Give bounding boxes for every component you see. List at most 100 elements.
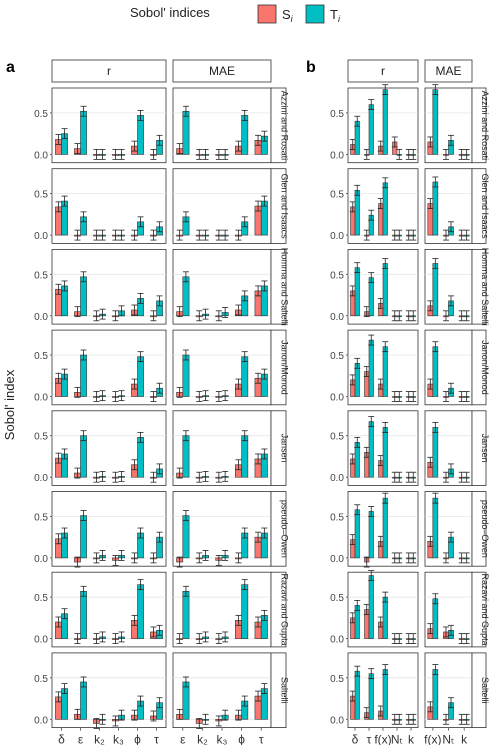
y-tick-label: 0.5 — [330, 270, 344, 281]
legend-ti-label: Ti — [330, 7, 341, 24]
row-strip-label-a: Janon/Monod — [280, 340, 290, 395]
column-strip-label-a_mae: MAE — [209, 64, 235, 78]
bar-ti — [382, 89, 388, 155]
y-tick-label: 0.5 — [330, 190, 344, 201]
bar-ti — [137, 356, 144, 397]
bar-ti — [382, 263, 388, 317]
row-strip-label-a: Azzini and Rosati — [280, 91, 290, 161]
facet-panel — [51, 87, 167, 164]
column-strip-a_mae — [172, 59, 272, 83]
y-tick-label: 0.0 — [34, 715, 48, 726]
column-strip-label-b_r: r — [381, 64, 385, 78]
bar-ti — [80, 435, 87, 478]
y-tick-label: 0.5 — [34, 190, 48, 201]
column-strip-b_r — [347, 59, 419, 83]
row-strip-a — [270, 87, 287, 164]
row-strip-label-a: Homma and Saltelli — [280, 248, 290, 326]
bar-ti — [182, 681, 190, 720]
row-strip-a — [270, 410, 287, 486]
legend-ti-swatch — [305, 4, 325, 24]
column-strip-a_r — [51, 59, 167, 83]
x-tick-label: k — [408, 733, 415, 745]
row-strip-b — [471, 329, 487, 406]
y-tick-label: 0.0 — [34, 635, 48, 646]
bar-ti — [432, 89, 439, 155]
bar-ti — [432, 263, 439, 317]
row-strip-a — [270, 329, 287, 406]
row-strip-label-b: Janon/Monod — [480, 340, 490, 395]
y-tick-label: 0.5 — [330, 674, 344, 685]
row-strip-label-b: Homma and Saltelli — [480, 248, 490, 326]
bar-ti — [241, 584, 249, 639]
facet-panel — [51, 652, 167, 729]
y-tick-label: 0.5 — [34, 351, 48, 362]
y-tick-label: 0.0 — [330, 635, 344, 646]
x-tick-label: f(x) — [374, 733, 391, 745]
bar-ti — [182, 590, 190, 639]
row-strip-b — [471, 652, 487, 729]
y-tick-label: 0.5 — [34, 512, 48, 523]
y-tick-label: 0.0 — [34, 150, 48, 161]
bar-ti — [80, 276, 87, 317]
y-tick-label: 0.0 — [34, 312, 48, 323]
facet-panel — [51, 491, 167, 567]
bar-ti — [182, 354, 190, 397]
y-tick-label: 0.5 — [34, 674, 48, 685]
row-strip-b — [471, 571, 487, 648]
bar-ti — [241, 435, 249, 478]
bar-ti — [382, 596, 388, 639]
x-tick-label: ϕ — [134, 733, 141, 745]
y-tick-label: 0.0 — [330, 554, 344, 565]
x-tick-label: τ — [154, 733, 159, 745]
row-strip-label-b: Razavi and Gupta — [480, 574, 490, 646]
bar-ti — [80, 110, 87, 155]
y-tick-label: 0.0 — [34, 473, 48, 484]
column-strip-label-b_mae: MAE — [435, 64, 461, 78]
legend-title: Sobol' indices — [130, 5, 210, 20]
y-tick-label: 0.0 — [330, 150, 344, 161]
y-tick-label: 0.5 — [330, 512, 344, 523]
row-strip-label-a: pseudo–Owen — [280, 500, 290, 558]
row-strip-a — [270, 491, 287, 567]
y-tick-label: 0.0 — [330, 312, 344, 323]
bar-ti — [432, 427, 439, 478]
x-tick-label: ϕ — [238, 733, 245, 745]
row-strip-label-b: Jansen — [480, 434, 490, 463]
bar-ti — [368, 511, 374, 559]
row-strip-a — [270, 652, 287, 729]
bar-ti — [182, 435, 190, 478]
facet-panel — [51, 168, 167, 244]
bar-ti — [368, 673, 374, 720]
y-axis-label: Sobol' index — [2, 369, 17, 440]
bar-ti — [354, 509, 360, 559]
bar-ti — [368, 421, 374, 478]
bar-ti — [382, 427, 388, 478]
facet-panel — [51, 571, 167, 648]
y-tick-label: 0.0 — [34, 231, 48, 242]
row-strip-b — [471, 491, 487, 567]
x-tick-label: k — [461, 733, 468, 745]
bar-ti — [80, 354, 87, 397]
bar-ti — [80, 681, 87, 720]
legend: Sobol' indices Si Ti — [130, 4, 341, 24]
x-tick-label: k₂ — [197, 733, 208, 745]
bar-ti — [182, 515, 190, 559]
row-strip-label-b: Azzini and Rosati — [480, 91, 490, 161]
legend-si-swatch — [257, 4, 277, 24]
bar-ti — [137, 115, 144, 155]
bar-ti — [241, 115, 249, 155]
x-tick-label: δ — [58, 733, 65, 745]
y-tick-label: 0.5 — [34, 432, 48, 443]
bar-ti — [137, 437, 144, 478]
y-tick-label: 0.0 — [330, 393, 344, 404]
row-strip-b — [471, 87, 487, 164]
column-strip-label-a_r: r — [107, 64, 111, 78]
y-tick-label: 0.5 — [34, 109, 48, 120]
row-strip-label-a: Saltelli — [280, 677, 290, 704]
bar-ti — [368, 104, 374, 155]
bar-ti — [382, 497, 388, 559]
y-tick-label: 0.5 — [34, 593, 48, 604]
bar-ti — [382, 182, 388, 236]
row-strip-a — [270, 168, 287, 244]
